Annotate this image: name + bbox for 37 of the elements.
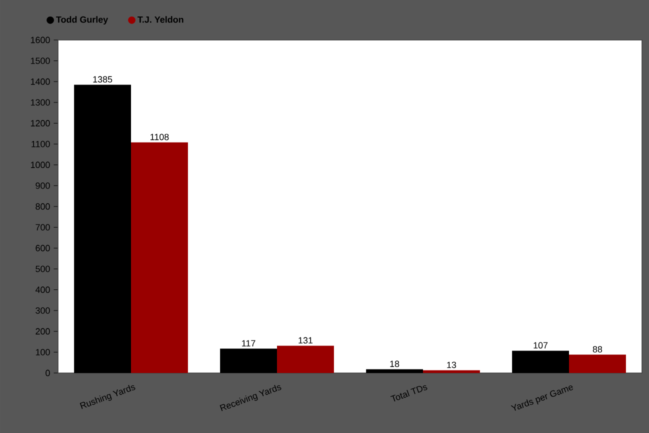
data-label: 13: [447, 362, 456, 368]
y-tick-label: 1200: [30, 120, 50, 126]
data-label: 18: [390, 360, 400, 368]
bar: [131, 142, 188, 373]
data-label: 1385: [93, 76, 112, 83]
data-label: 1108: [150, 134, 169, 140]
bar: [74, 84, 132, 373]
y-tick-label: 0: [46, 370, 50, 376]
data-label: 107: [534, 342, 548, 349]
y-tick-label: 600: [36, 244, 50, 252]
data-label: 117: [242, 340, 256, 346]
legend-label: T.J. Yeldon: [138, 16, 184, 23]
x-tick-label: Yards per Game: [510, 385, 574, 411]
y-tick-label: 400: [35, 286, 50, 293]
y-tick-label: 500: [36, 266, 50, 272]
x-tick-label: Total TDs: [390, 385, 428, 402]
y-tick-label: 300: [36, 307, 50, 314]
bar: [423, 370, 480, 373]
y-tick-label: 900: [36, 182, 50, 189]
y-tick-label: 100: [36, 348, 50, 356]
data-label: 131: [298, 337, 313, 344]
bar: [220, 348, 278, 373]
y-tick-label: 700: [36, 224, 50, 230]
y-tick-label: 1500: [30, 58, 50, 64]
y-tick-label: 1600: [30, 36, 50, 44]
y-tick-label: 1300: [30, 99, 50, 106]
y-tick-label: 1100: [32, 140, 50, 148]
bar: [512, 350, 570, 373]
y-tick-label: 800: [36, 203, 50, 210]
bar: [569, 354, 626, 373]
legend-label: Todd Gurley: [56, 16, 108, 25]
data-label: 88: [592, 346, 602, 352]
y-tick-label: 200: [36, 328, 50, 335]
y-tick-label: 1400: [30, 78, 50, 85]
bar: [277, 346, 334, 373]
y-tick-label: 1000: [30, 162, 50, 168]
bar: [366, 369, 424, 373]
